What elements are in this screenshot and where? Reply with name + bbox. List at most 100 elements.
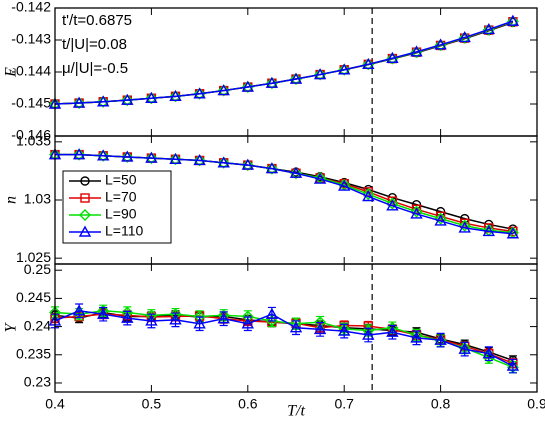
marker [145,151,158,163]
marker [362,328,375,340]
marker [313,172,327,184]
y-tick-label: -0.145 [11,95,51,111]
marker [145,152,158,165]
marker [506,15,519,28]
marker [410,205,423,218]
marker [290,73,302,86]
marker [121,150,134,163]
legend-marker [80,176,90,186]
y-tick-label: 0.23 [24,374,51,390]
marker [265,307,279,319]
marker [97,149,110,161]
marker [506,14,520,26]
annotation: t/|U|=0.08 [62,36,127,53]
marker [314,68,327,81]
y-axis-label: n [3,196,20,204]
x-tick-label: 0.5 [142,396,162,412]
marker [313,68,327,80]
x-tick-label: 0.8 [431,396,451,412]
series [48,14,520,109]
series [48,148,520,239]
series-line [54,310,514,367]
y-tick-label: -0.146 [11,127,51,143]
legend-label: L=50 [105,172,137,188]
marker [97,149,110,162]
y-tick-label: -0.143 [11,31,51,47]
marker [434,38,447,50]
y-tick-label: 1.03 [24,191,51,207]
marker [434,214,447,226]
marker [97,95,110,108]
legend-label: L=90 [105,206,137,222]
marker [193,317,206,329]
marker [193,154,206,167]
marker [169,153,182,166]
marker [482,224,495,237]
marker [121,94,134,107]
marker [217,84,230,96]
marker [313,322,327,335]
annotation: μ/|U|=-0.5 [62,60,128,77]
annotation: t'/t=0.6875 [62,12,132,29]
marker [169,90,182,103]
marker [482,22,495,35]
legend-marker [79,209,91,221]
marker [362,188,375,201]
marker [169,152,182,164]
marker [169,313,182,325]
marker [145,314,158,326]
marker [241,317,254,329]
marker [386,325,399,337]
marker [265,162,279,174]
legend-marker [78,225,92,237]
marker [434,212,447,225]
marker [410,207,423,219]
marker [97,95,110,107]
marker [72,96,86,108]
y-axis-label: Y [3,321,20,332]
marker [289,321,303,333]
marker [458,30,471,43]
marker [290,167,302,180]
marker [217,156,230,169]
marker [265,76,279,88]
legend: L=50L=70L=90L=110 [62,170,172,244]
marker [145,92,158,105]
marker [145,91,158,103]
legend-marker [80,193,90,203]
marker [265,162,278,175]
marker [121,311,134,323]
marker [72,148,86,160]
marker [217,312,230,324]
marker [338,324,351,336]
marker [362,57,375,70]
marker [265,314,278,327]
marker [73,97,86,110]
marker [338,63,351,76]
y-tick-label: -0.142 [11,0,51,15]
marker [241,158,254,170]
marker [289,72,303,84]
marker [338,179,351,191]
marker [265,77,278,90]
y-tick-label: 0.235 [16,345,51,361]
marker [241,159,254,172]
x-tick-label: 0.9 [527,396,545,412]
marker [338,63,351,75]
marker [97,307,110,319]
y-tick-label: 1.035 [16,133,51,149]
marker [362,190,375,202]
marker [386,197,399,210]
marker [72,304,86,316]
legend-label: L=70 [105,189,137,205]
y-axis-label: E [3,67,20,78]
series-line [55,153,513,235]
x-tick-label: 0.4 [45,396,65,412]
x-tick-label: 0.7 [334,396,354,412]
marker [506,359,520,371]
marker [434,333,447,345]
marker [458,342,471,354]
y-tick-label: 1.025 [16,249,51,265]
marker [217,84,230,97]
marker [73,148,86,161]
